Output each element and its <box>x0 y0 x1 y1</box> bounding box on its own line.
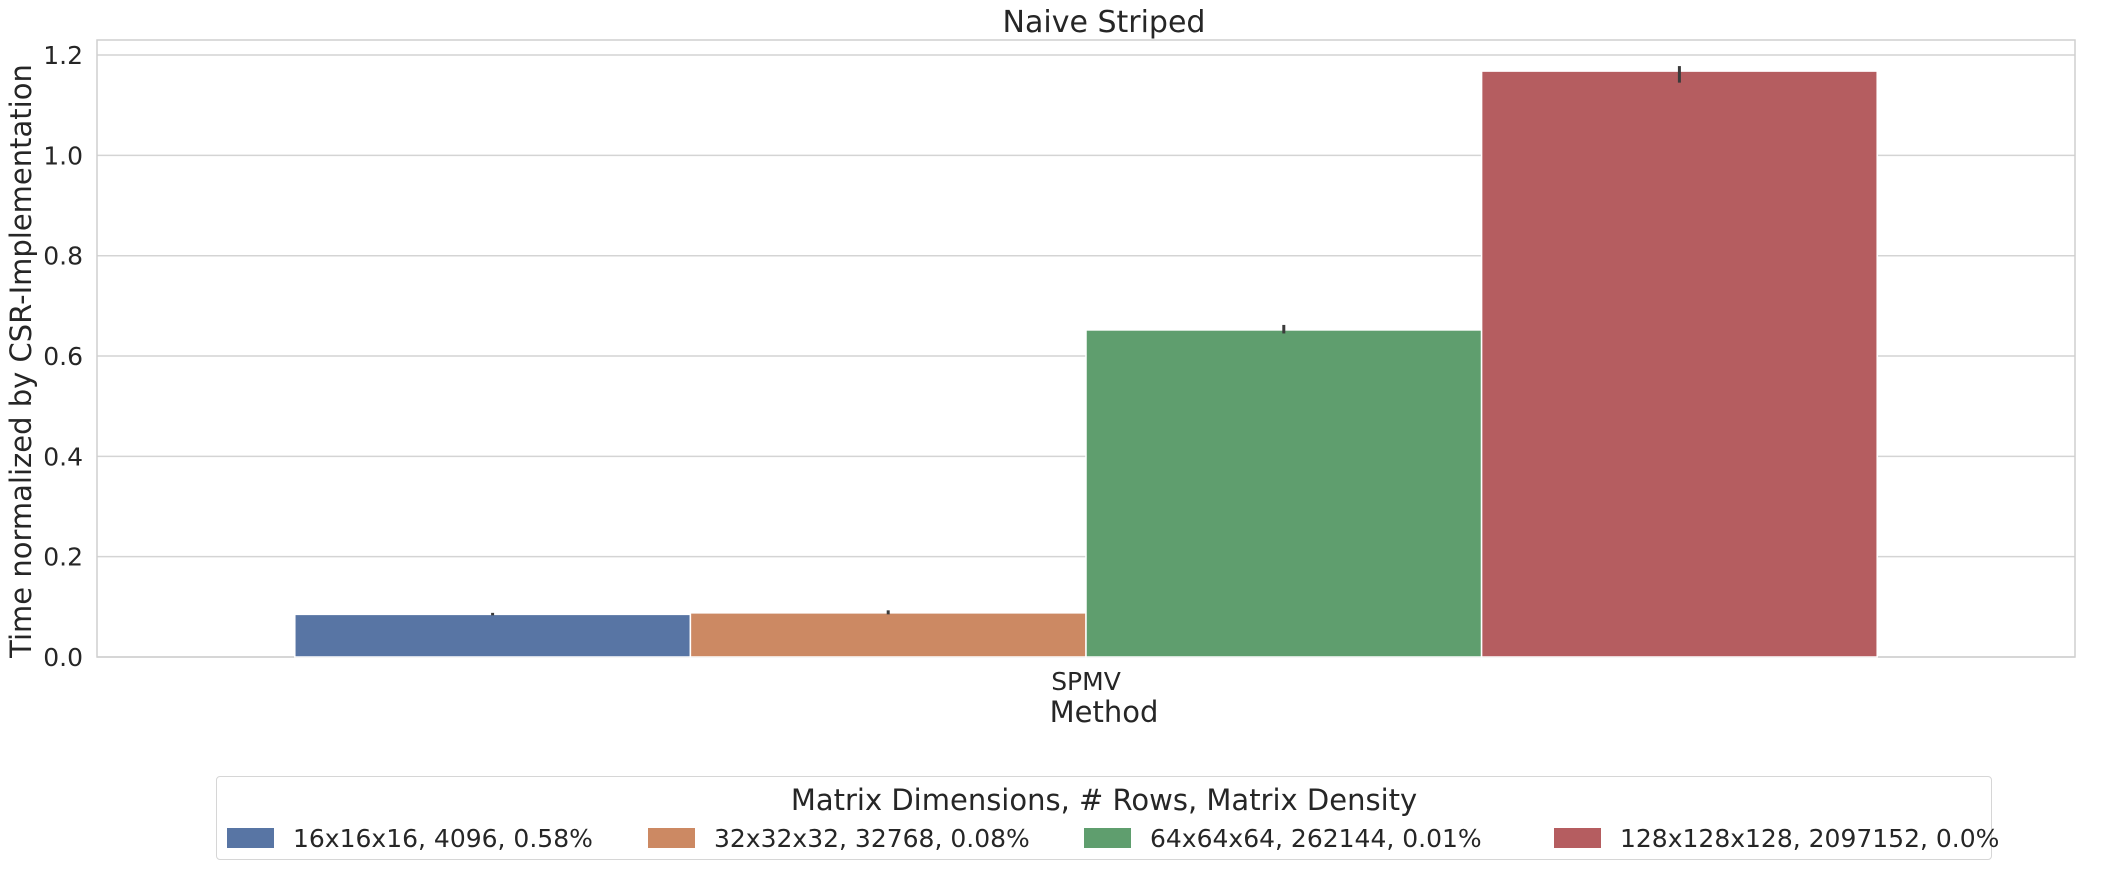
chart-title: Naive Striped <box>1003 5 1206 40</box>
y-tick-label: 1.2 <box>43 41 83 70</box>
bar-1 <box>294 613 692 658</box>
legend-entry-64: 64x64x64, 262144, 0.01% <box>1084 823 1482 853</box>
y-axis-label: Time normalized by CSR-Implementation <box>4 64 38 659</box>
legend-label-32: 32x32x32, 32768, 0.08% <box>714 823 1030 853</box>
legend-swatch-16 <box>227 828 274 848</box>
y-tick-label: 0.2 <box>43 543 83 572</box>
legend-entry-16: 16x16x16, 4096, 0.58% <box>227 823 593 853</box>
y-tick-label: 1.0 <box>43 141 83 170</box>
legend-label-16: 16x16x16, 4096, 0.58% <box>293 823 593 853</box>
y-tick-label: 0.6 <box>43 342 83 371</box>
legend-entry-32: 32x32x32, 32768, 0.08% <box>648 823 1030 853</box>
x-axis-label: Method <box>1050 695 1159 729</box>
y-tick-label: 0.0 <box>43 643 83 672</box>
legend-entry-128: 128x128x128, 2097152, 0.0% <box>1554 823 1999 853</box>
bar-4 <box>1480 70 1878 658</box>
bar-2 <box>689 612 1087 658</box>
y-tick-labels: 0.0 0.2 0.4 0.6 0.8 1.0 1.2 <box>43 41 83 672</box>
legend-title: Matrix Dimensions, # Rows, Matrix Densit… <box>790 783 1418 817</box>
legend: Matrix Dimensions, # Rows, Matrix Densit… <box>216 776 1999 860</box>
bar-3 <box>1085 329 1483 658</box>
legend-label-128: 128x128x128, 2097152, 0.0% <box>1620 823 2000 853</box>
bars-group <box>294 70 1878 658</box>
y-tick-label: 0.4 <box>43 442 83 471</box>
legend-label-64: 64x64x64, 262144, 0.01% <box>1150 823 1482 853</box>
error-bars-group <box>491 66 1681 616</box>
x-tick-labels: SPMV <box>1051 667 1121 696</box>
legend-swatch-64 <box>1084 828 1131 848</box>
legend-swatch-32 <box>648 828 695 848</box>
x-tick-label: SPMV <box>1051 667 1121 696</box>
legend-swatch-128 <box>1554 828 1601 848</box>
y-tick-label: 0.8 <box>43 242 83 271</box>
